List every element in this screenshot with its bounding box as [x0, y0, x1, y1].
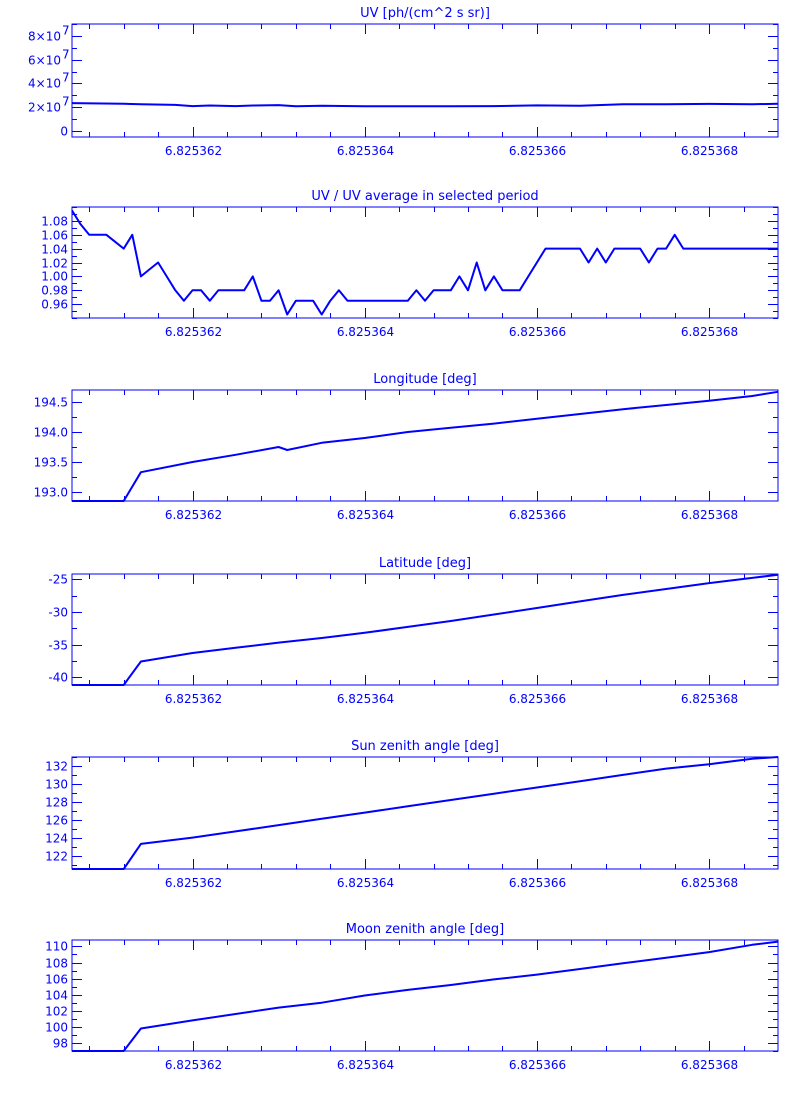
y-tick-label: 1.00: [41, 270, 68, 284]
y-tick-exponent: 7: [62, 71, 70, 85]
series-line-1: [71, 209, 778, 316]
x-tick-label: 6.825366: [509, 325, 566, 339]
y-tick-label: -30: [48, 606, 68, 620]
y-tick-label: 194.0: [34, 426, 68, 440]
y-tick-label: 100: [45, 1021, 68, 1035]
x-tick-label: 6.825368: [681, 876, 738, 890]
y-tick-label: 130: [45, 778, 68, 792]
x-tick-label: 6.825362: [165, 876, 222, 890]
chart-title: Moon zenith angle [deg]: [346, 922, 504, 937]
y-tick-label: 193.5: [34, 456, 68, 470]
x-tick-label: 6.825368: [681, 692, 738, 706]
series-line-1: [72, 573, 779, 686]
chart-title: Sun zenith angle [deg]: [351, 739, 499, 754]
y-tick-label: 128: [45, 796, 68, 810]
chart-title: UV / UV average in selected period: [311, 189, 538, 204]
y-tick-label: 106: [45, 973, 68, 987]
x-tick-label: 6.825368: [681, 144, 738, 158]
y-tick-exponent: 7: [62, 95, 70, 109]
y-tick-label: 6×10: [28, 54, 61, 68]
y-tick-label: 124: [45, 832, 68, 846]
y-tick-label: 132: [45, 760, 68, 774]
panel-6: Moon zenith angle [deg] 6.825362 6.825364 6…: [45, 922, 779, 1072]
y-tick-exponent: 7: [62, 24, 70, 38]
x-tick-label: 6.825364: [337, 144, 394, 158]
x-tick-label: 6.825364: [337, 1058, 394, 1072]
x-tick-label: 6.825366: [509, 876, 566, 890]
x-tick-label: 6.825362: [165, 1058, 222, 1072]
y-tick-label: 110: [45, 940, 68, 954]
y-tick-label: 126: [45, 814, 68, 828]
y-tick-label: -35: [48, 639, 68, 653]
x-tick-label: 6.825364: [337, 508, 394, 522]
plot-frame: [71, 23, 779, 138]
y-tick-label: 102: [45, 1005, 68, 1019]
x-tick-label: 6.825362: [165, 692, 222, 706]
panel-3: Longitude [deg] 6.825362 6.825364 6.825366 6…: [34, 372, 779, 522]
y-tick-label: -25: [48, 573, 68, 587]
x-tick-label: 6.825364: [337, 325, 394, 339]
y-tick-label: 122: [45, 850, 68, 864]
series-line-1: [72, 390, 779, 502]
panel-1: UV [ph/(cm^2 s sr)] 6.825362 6.825364 6.825…: [28, 6, 779, 158]
x-tick-label: 6.825366: [509, 1058, 566, 1072]
panel-5: Sun zenith angle [deg] 6.825362 6.825364 6.…: [45, 739, 779, 890]
y-tick-label: 4×10: [28, 77, 61, 91]
x-tick-label: 6.825362: [165, 144, 222, 158]
chart-title: Latitude [deg]: [379, 556, 471, 571]
x-tick-label: 6.825366: [509, 144, 566, 158]
y-tick-label: 1.08: [41, 215, 68, 229]
x-tick-label: 6.825368: [681, 508, 738, 522]
y-tick-label: 1.04: [41, 243, 68, 257]
y-tick-label: 98: [53, 1037, 68, 1051]
y-tick-label: 104: [45, 989, 68, 1003]
y-tick-label: 8×10: [28, 30, 61, 44]
chart-title: Longitude [deg]: [373, 372, 476, 387]
x-tick-label: 6.825368: [681, 325, 738, 339]
x-tick-label: 6.825364: [337, 692, 394, 706]
plot-frame: [71, 756, 779, 870]
series-line-1: [72, 756, 779, 870]
x-tick-label: 6.825364: [337, 876, 394, 890]
x-tick-label: 6.825366: [509, 508, 566, 522]
y-tick-label: 1.02: [41, 257, 68, 271]
panel-4: Latitude [deg] 6.825362 6.825364 6.825366 6.…: [48, 556, 779, 706]
panel-2: UV / UV average in selected period 6.8253…: [41, 189, 779, 339]
plot-frame: [71, 206, 779, 319]
plot-frame: [71, 389, 779, 502]
y-tick-label: 2×10: [28, 101, 61, 115]
plot-frame: [71, 573, 779, 686]
y-tick-label: 1.06: [41, 229, 68, 243]
series-line-1: [71, 102, 779, 108]
series-line-1: [72, 940, 779, 1052]
x-tick-label: 6.825362: [165, 325, 222, 339]
y-tick-label: -40: [48, 671, 68, 685]
x-tick-label: 6.825368: [681, 1058, 738, 1072]
x-tick-label: 6.825362: [165, 508, 222, 522]
y-tick-exponent: 7: [62, 48, 70, 62]
y-tick-label: 193.0: [34, 486, 68, 500]
chart-title: UV [ph/(cm^2 s sr)]: [360, 6, 490, 21]
x-tick-label: 6.825366: [509, 692, 566, 706]
y-tick-label: 0.96: [41, 298, 68, 312]
y-tick-label: 194.5: [34, 396, 68, 410]
y-tick-label: 0.98: [41, 284, 68, 298]
y-tick-label: 0: [60, 125, 68, 139]
y-tick-label: 108: [45, 957, 68, 971]
